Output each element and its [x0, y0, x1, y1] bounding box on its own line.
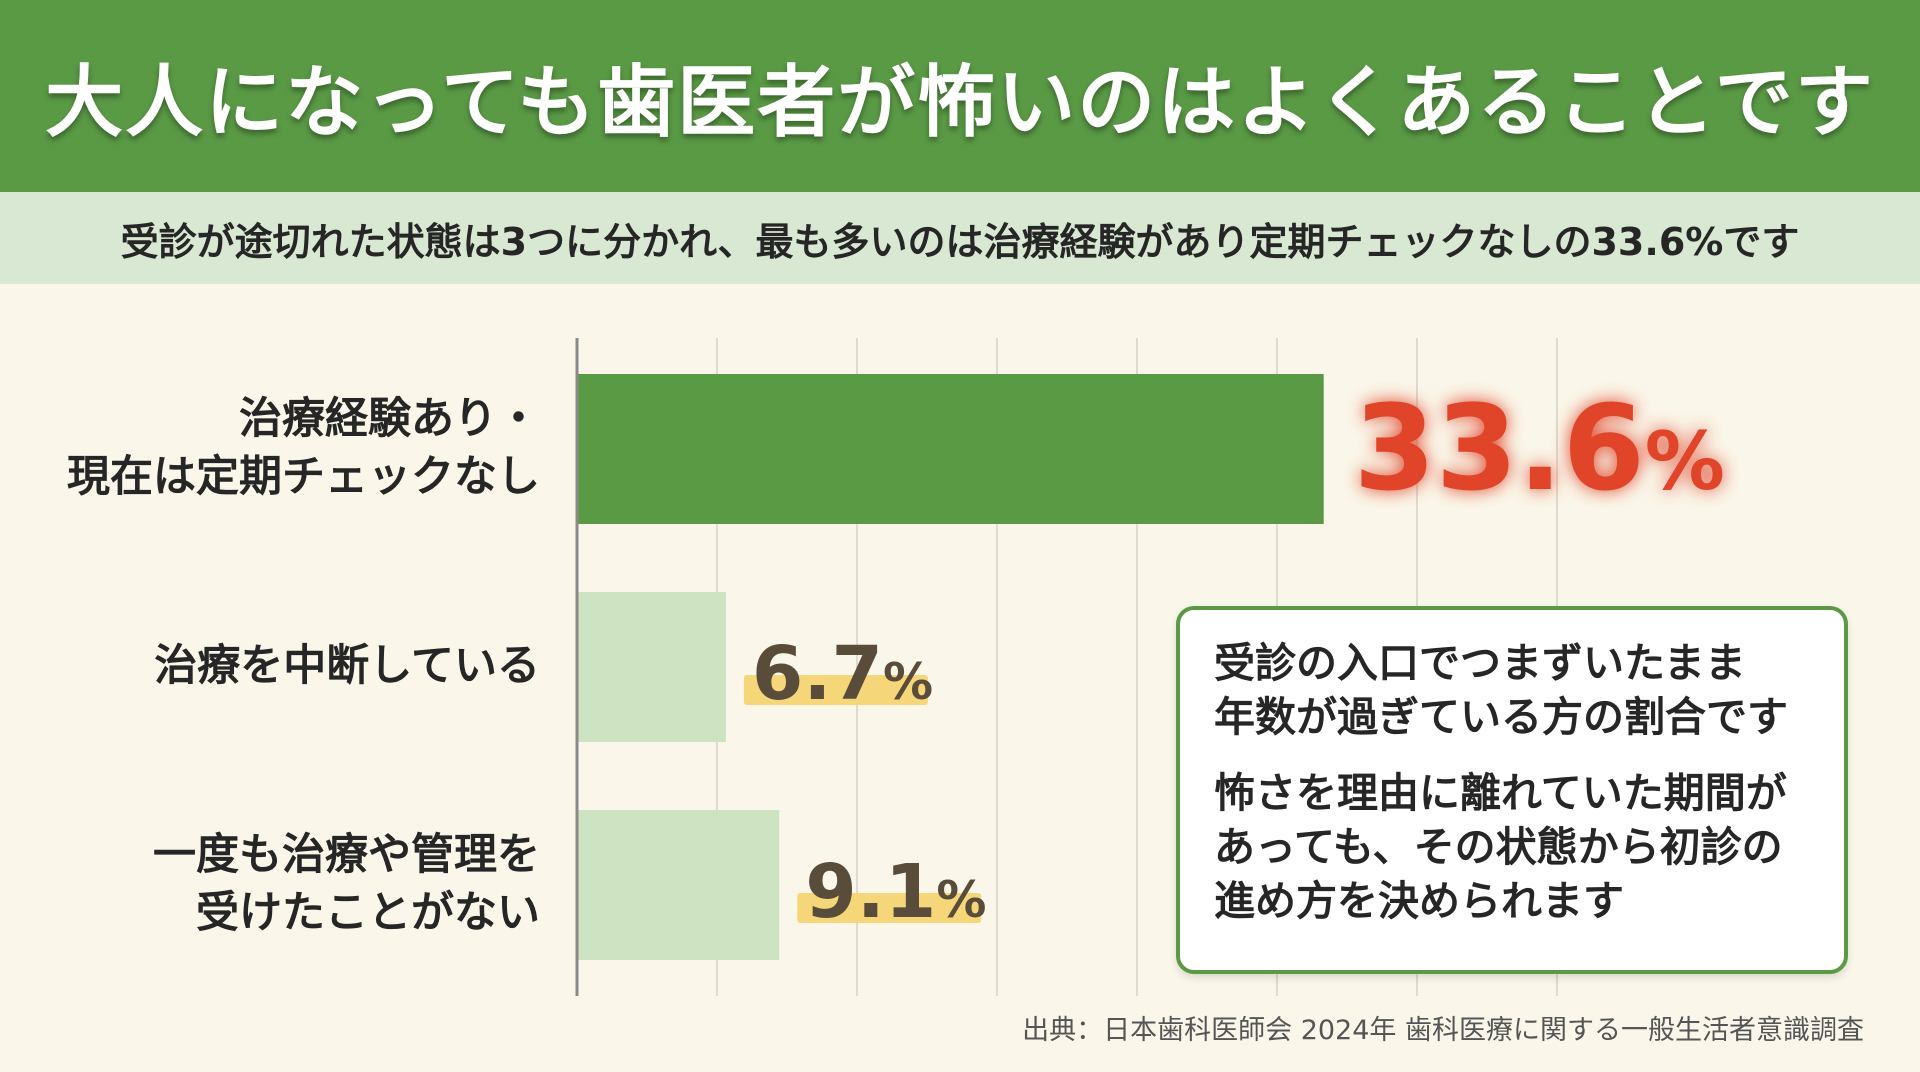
data-label-marker	[743, 675, 928, 705]
data-label: 6.7%	[752, 631, 933, 717]
bar	[577, 374, 1324, 524]
note-paragraph-2: 怖さを理由に離れていた期間が あっても、その状態から初診の 進め方を決められます	[1214, 766, 1814, 928]
data-label-value: 6.7	[752, 631, 883, 717]
data-label: 9.1%	[805, 849, 986, 935]
category-label: 一度も治療や管理を受けたことがない	[20, 826, 540, 942]
data-label-value: 9.1	[805, 849, 936, 935]
title-band: 大人になっても歯医者が怖いのはよくあることです	[0, 0, 1920, 192]
page-title: 大人になっても歯医者が怖いのはよくあることです	[45, 58, 1875, 148]
category-label-line: 治療経験あり・	[239, 394, 540, 444]
bar-chart: 33.6%6.7%9.1%	[575, 338, 1725, 996]
source-citation: 出典：日本歯科医師会 2024年 歯科医療に関する一般生活者意識調査	[1022, 1015, 1864, 1046]
note-line: 受診の入口でつまずいたまま	[1214, 639, 1746, 687]
category-label-line: 治療を中断している	[154, 641, 540, 691]
note-line: あっても、その状態から初診の	[1214, 823, 1783, 871]
category-label: 治療を中断している	[20, 637, 540, 695]
category-label-line: 一度も治療や管理を	[153, 830, 540, 880]
category-label: 治療経験あり・現在は定期チェックなし	[20, 390, 540, 506]
note-line: 年数が過ぎている方の割合です	[1214, 693, 1788, 741]
data-label-highlight: 33.6%	[1354, 379, 1725, 517]
category-label-line: 現在は定期チェックなし	[67, 452, 540, 502]
data-label-unit: %	[883, 653, 933, 711]
bar	[577, 810, 780, 960]
data-label-value: 33.6	[1354, 379, 1645, 517]
data-label-unit: %	[936, 871, 986, 929]
data-label-unit: %	[1645, 415, 1725, 508]
subtitle-band: 受診が途切れた状態は3つに分かれ、最も多いのは治療経験があり定期チェックなしの3…	[0, 192, 1920, 284]
note-line: 進め方を決められます	[1214, 877, 1624, 925]
note-line: 怖さを理由に離れていた期間が	[1214, 769, 1787, 817]
bar	[577, 592, 726, 742]
data-label-marker	[797, 893, 982, 923]
note-paragraph-1: 受診の入口でつまずいたまま 年数が過ぎている方の割合です	[1214, 636, 1814, 744]
category-label-line: 受けたことがない	[196, 888, 540, 938]
page-subtitle: 受診が途切れた状態は3つに分かれ、最も多いのは治療経験があり定期チェックなしの3…	[120, 219, 1800, 264]
note-box: 受診の入口でつまずいたまま 年数が過ぎている方の割合です 怖さを理由に離れていた…	[1176, 606, 1848, 974]
